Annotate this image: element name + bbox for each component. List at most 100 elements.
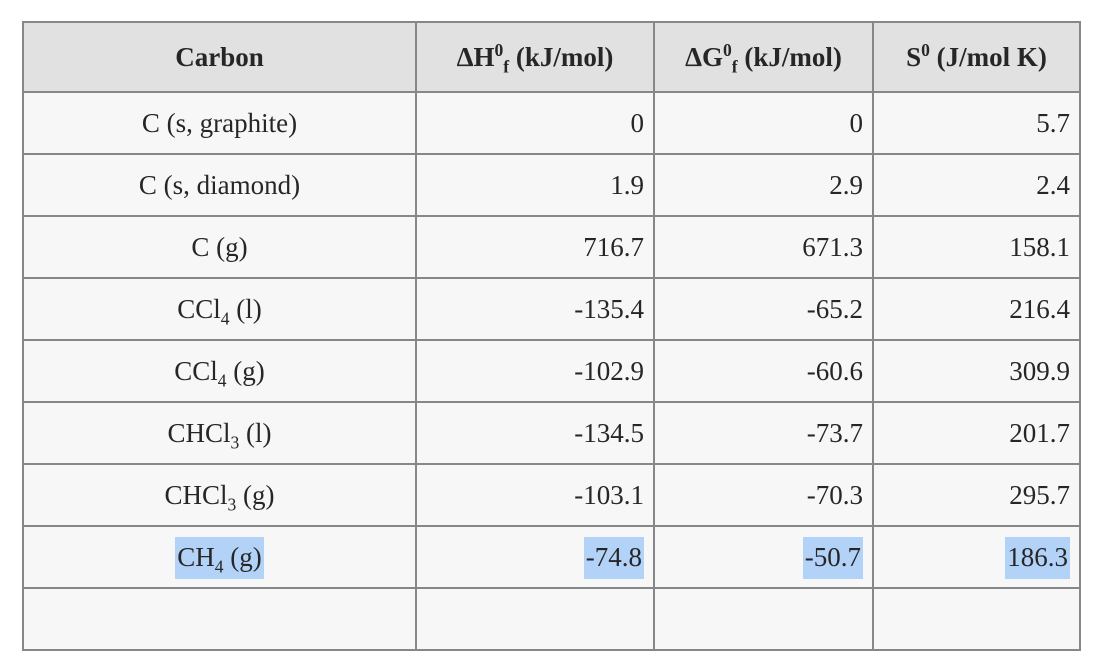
compound-cell: CHCl3 (g) bbox=[22, 463, 417, 527]
compound-name: C (g) bbox=[191, 232, 247, 262]
entropy-cell: 186.3 bbox=[872, 525, 1081, 589]
entropy-value: 309.9 bbox=[1009, 355, 1070, 386]
formula-base: CHCl bbox=[164, 479, 228, 510]
formula-base: C (g) bbox=[191, 231, 248, 262]
gibbs-value: -50.7 bbox=[802, 536, 863, 579]
formula-state: (g) bbox=[226, 355, 265, 386]
formula-base: CCl bbox=[177, 293, 221, 324]
entropy-cell: 309.9 bbox=[872, 339, 1081, 403]
entropy-value: 5.7 bbox=[1036, 107, 1070, 138]
compound-name: C (s, graphite) bbox=[142, 108, 297, 138]
compound-name: CCl4 (l) bbox=[177, 293, 262, 327]
table-body: C (s, graphite) 0 0 5.7 C (s, diamond) 1.9 2.9… bbox=[22, 91, 1081, 651]
header-symbol: ΔG bbox=[685, 41, 724, 72]
header-unit: (J/mol K) bbox=[929, 41, 1047, 72]
enthalpy-value: -134.5 bbox=[574, 417, 644, 448]
enthalpy-value: -102.9 bbox=[574, 355, 644, 386]
compound-cell: C (s, diamond) bbox=[22, 153, 417, 217]
entropy-value: 201.7 bbox=[1009, 417, 1070, 448]
gibbs-value: 671.3 bbox=[802, 231, 863, 262]
compound-cell bbox=[22, 587, 417, 651]
compound-name: CHCl3 (g) bbox=[164, 479, 275, 513]
enthalpy-value: 716.7 bbox=[583, 231, 644, 262]
formula-base: CHCl bbox=[167, 417, 231, 448]
formula-state: (l) bbox=[229, 293, 262, 324]
gibbs-cell bbox=[653, 587, 874, 651]
table-row: CCl4 (g) -102.9 -60.6 309.9 bbox=[22, 339, 1081, 403]
entropy-cell: 201.7 bbox=[872, 401, 1081, 465]
gibbs-cell: -50.7 bbox=[653, 525, 874, 589]
column-header-carbon: Carbon bbox=[22, 21, 417, 93]
formula-state: (g) bbox=[236, 479, 275, 510]
compound-cell: CCl4 (g) bbox=[22, 339, 417, 403]
formula-subscript: 4 bbox=[217, 369, 227, 390]
thermodynamic-data-table: Carbon ΔH0f (kJ/mol) ΔG0f (kJ/mol) S0 (J… bbox=[22, 21, 1081, 651]
enthalpy-value: -103.1 bbox=[574, 479, 644, 510]
header-unit: (kJ/mol) bbox=[737, 41, 842, 72]
table-header: Carbon ΔH0f (kJ/mol) ΔG0f (kJ/mol) S0 (J… bbox=[22, 21, 1081, 93]
compound-name: C (s, diamond) bbox=[139, 170, 300, 200]
compound-name: CHCl3 (l) bbox=[167, 417, 272, 451]
enthalpy-cell: 0 bbox=[415, 91, 655, 155]
column-header-gibbs: ΔG0f (kJ/mol) bbox=[653, 21, 874, 93]
formula-state: (l) bbox=[239, 417, 272, 448]
compound-cell: C (s, graphite) bbox=[22, 91, 417, 155]
entropy-cell bbox=[872, 587, 1081, 651]
table-row: CH4 (g) -74.8 -50.7 186.3 bbox=[22, 525, 1081, 589]
header-superscript: 0 bbox=[723, 39, 732, 60]
header-superscript: 0 bbox=[921, 39, 930, 60]
formula-base: C (s, diamond) bbox=[138, 169, 301, 200]
entropy-cell: 216.4 bbox=[872, 277, 1081, 341]
gibbs-value: -65.2 bbox=[806, 293, 863, 324]
formula-base: CH bbox=[177, 541, 215, 572]
enthalpy-cell bbox=[415, 587, 655, 651]
table-row: CHCl3 (g) -103.1 -70.3 295.7 bbox=[22, 463, 1081, 527]
enthalpy-value: 1.9 bbox=[610, 169, 644, 200]
enthalpy-value: -74.8 bbox=[583, 536, 644, 579]
entropy-value: 295.7 bbox=[1009, 479, 1070, 510]
enthalpy-cell: -74.8 bbox=[415, 525, 655, 589]
formula-subscript: 3 bbox=[230, 431, 240, 452]
header-subscript: f bbox=[731, 55, 738, 76]
formula-subscript: 4 bbox=[214, 555, 224, 576]
enthalpy-cell: -135.4 bbox=[415, 277, 655, 341]
enthalpy-value: -135.4 bbox=[574, 293, 644, 324]
formula-subscript: 4 bbox=[220, 307, 230, 328]
enthalpy-cell: -102.9 bbox=[415, 339, 655, 403]
gibbs-cell: -73.7 bbox=[653, 401, 874, 465]
compound-cell: C (g) bbox=[22, 215, 417, 279]
header-row: Carbon ΔH0f (kJ/mol) ΔG0f (kJ/mol) S0 (J… bbox=[22, 21, 1081, 93]
gibbs-cell: 671.3 bbox=[653, 215, 874, 279]
entropy-value: 2.4 bbox=[1036, 169, 1070, 200]
entropy-cell: 2.4 bbox=[872, 153, 1081, 217]
table-row: CHCl3 (l) -134.5 -73.7 201.7 bbox=[22, 401, 1081, 465]
gibbs-value: 2.9 bbox=[829, 169, 863, 200]
compound-cell: CHCl3 (l) bbox=[22, 401, 417, 465]
gibbs-cell: -60.6 bbox=[653, 339, 874, 403]
formula-subscript: 3 bbox=[227, 493, 237, 514]
enthalpy-value: 0 bbox=[630, 107, 645, 138]
enthalpy-cell: -103.1 bbox=[415, 463, 655, 527]
gibbs-value: -70.3 bbox=[806, 479, 863, 510]
gibbs-cell: 2.9 bbox=[653, 153, 874, 217]
header-superscript: 0 bbox=[494, 39, 504, 60]
entropy-value: 216.4 bbox=[1009, 293, 1070, 324]
entropy-cell: 5.7 bbox=[872, 91, 1081, 155]
table-row-partial bbox=[22, 587, 1081, 651]
compound-name: CH4 (g) bbox=[175, 536, 264, 579]
header-subscript: f bbox=[503, 55, 510, 76]
gibbs-value: -73.7 bbox=[806, 417, 863, 448]
table-row: CCl4 (l) -135.4 -65.2 216.4 bbox=[22, 277, 1081, 341]
gibbs-value: -60.6 bbox=[806, 355, 863, 386]
column-header-enthalpy: ΔH0f (kJ/mol) bbox=[415, 21, 655, 93]
compound-cell: CH4 (g) bbox=[22, 525, 417, 589]
header-symbol: S bbox=[906, 41, 922, 72]
header-symbol: Carbon bbox=[175, 41, 264, 72]
table-row: C (s, graphite) 0 0 5.7 bbox=[22, 91, 1081, 155]
entropy-cell: 295.7 bbox=[872, 463, 1081, 527]
column-header-entropy: S0 (J/mol K) bbox=[872, 21, 1081, 93]
entropy-value: 158.1 bbox=[1009, 231, 1070, 262]
gibbs-value: 0 bbox=[849, 107, 864, 138]
formula-base: CCl bbox=[174, 355, 218, 386]
gibbs-cell: -65.2 bbox=[653, 277, 874, 341]
